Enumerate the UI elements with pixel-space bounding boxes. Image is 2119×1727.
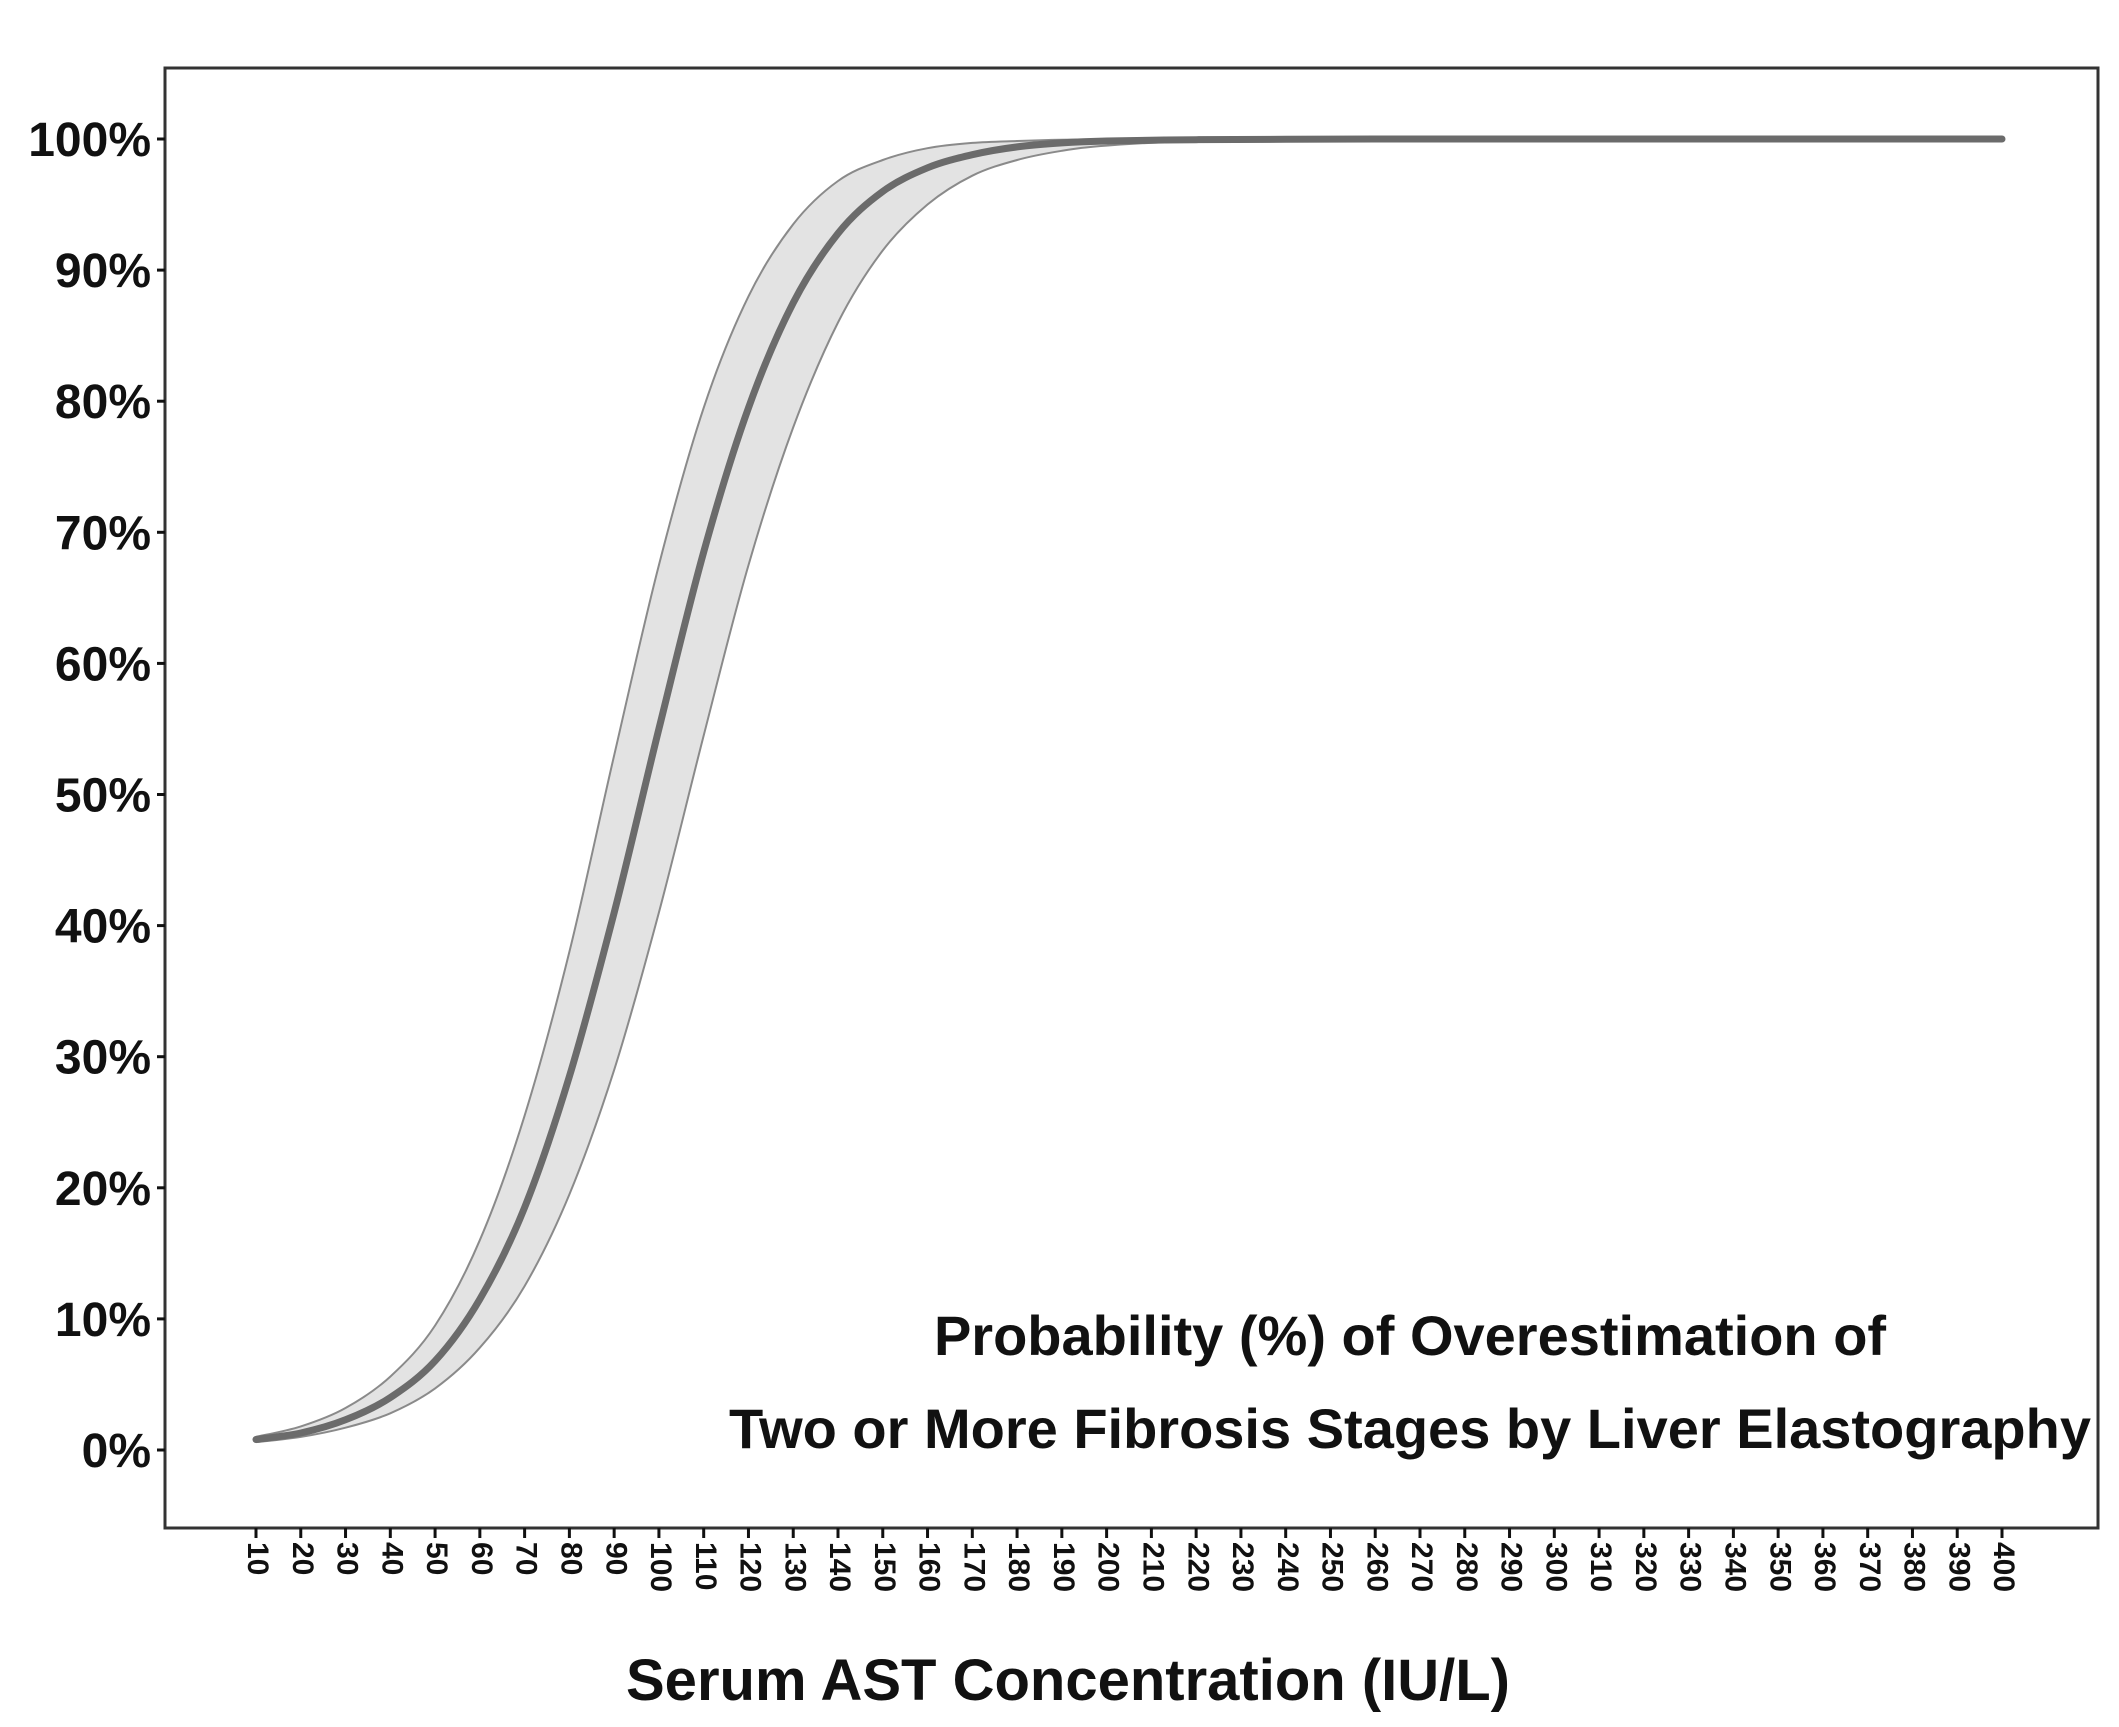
x-tick-label: 220: [1181, 1542, 1214, 1592]
x-tick-label: 390: [1942, 1542, 1975, 1592]
estimate-line: [252, 135, 2006, 1443]
x-tick-label: 250: [1316, 1542, 1349, 1592]
x-tick-label: 180: [1002, 1542, 1035, 1592]
plot-frame: [163, 66, 2100, 1530]
x-tick-label: 290: [1495, 1542, 1528, 1592]
estimate-line-layer: [252, 135, 2006, 1443]
x-tick-label: 350: [1763, 1542, 1796, 1592]
y-tick-label: 10%: [55, 1294, 151, 1347]
y-tick-label: 100%: [28, 114, 151, 167]
y-tick-label: 90%: [55, 245, 151, 298]
y-tick-label: 60%: [55, 638, 151, 691]
y-axis: 0% 10% 20% 30% 40% 50% 60% 70% 80% 90% 100%: [28, 114, 165, 1478]
x-tick-label: 270: [1405, 1542, 1438, 1592]
x-tick-label: 30: [331, 1542, 364, 1575]
x-tick-label: 50: [420, 1542, 453, 1575]
y-tick-label: 0%: [82, 1425, 151, 1478]
x-tick-label: 110: [689, 1542, 722, 1590]
x-tick-label: 80: [554, 1542, 587, 1575]
x-tick-label: 10: [241, 1542, 274, 1575]
y-tick-label: 40%: [55, 901, 151, 954]
x-tick-label: 60: [465, 1542, 498, 1575]
x-tick-label: 240: [1271, 1542, 1304, 1592]
x-tick-label: 400: [1987, 1542, 2020, 1592]
x-tick-label: 300: [1539, 1542, 1572, 1592]
y-tick-label: 30%: [55, 1032, 151, 1085]
x-tick-label: 90: [599, 1542, 632, 1575]
annotation-line-2: Two or More Fibrosis Stages by Liver Ela…: [729, 1397, 2091, 1460]
annotation-line-1: Probability (%) of Overestimation of: [934, 1304, 1886, 1367]
x-tick-label: 310: [1584, 1542, 1617, 1592]
confidence-band-area: [256, 139, 2002, 1443]
x-tick-label: 230: [1226, 1542, 1259, 1592]
x-tick-label: 170: [957, 1542, 990, 1592]
x-tick-label: 160: [913, 1542, 946, 1592]
x-tick-label: 70: [510, 1542, 543, 1575]
x-tick-label: 130: [778, 1542, 811, 1592]
y-tick-label: 80%: [55, 376, 151, 429]
x-tick-label: 380: [1898, 1542, 1931, 1592]
x-tick-label: 320: [1629, 1542, 1662, 1592]
y-tick-label: 50%: [55, 770, 151, 823]
x-tick-label: 140: [823, 1542, 856, 1592]
x-tick-label: 150: [868, 1542, 901, 1592]
x-tick-label: 100: [644, 1542, 677, 1592]
x-tick-label: 200: [1092, 1542, 1125, 1592]
x-tick-label: 190: [1047, 1542, 1080, 1592]
x-tick-label: 40: [375, 1542, 408, 1575]
x-tick-label: 330: [1674, 1542, 1707, 1592]
x-tick-label: 360: [1808, 1542, 1841, 1592]
x-axis-label: Serum AST Concentration (IU/L): [626, 1648, 1510, 1713]
y-tick-label: 70%: [55, 507, 151, 560]
x-tick-label: 280: [1450, 1542, 1483, 1592]
x-tick-label: 340: [1718, 1542, 1751, 1592]
y-tick-label: 20%: [55, 1163, 151, 1216]
x-tick-label: 20: [286, 1542, 319, 1575]
x-tick-label: 210: [1136, 1542, 1169, 1592]
x-tick-label: 120: [734, 1542, 767, 1592]
x-tick-label: 370: [1853, 1542, 1886, 1592]
x-axis: 10 20 30 40 50 60 70 80 90 100 110 120 130 140 150 160 1…: [241, 1528, 2020, 1592]
x-tick-label: 260: [1360, 1542, 1393, 1592]
